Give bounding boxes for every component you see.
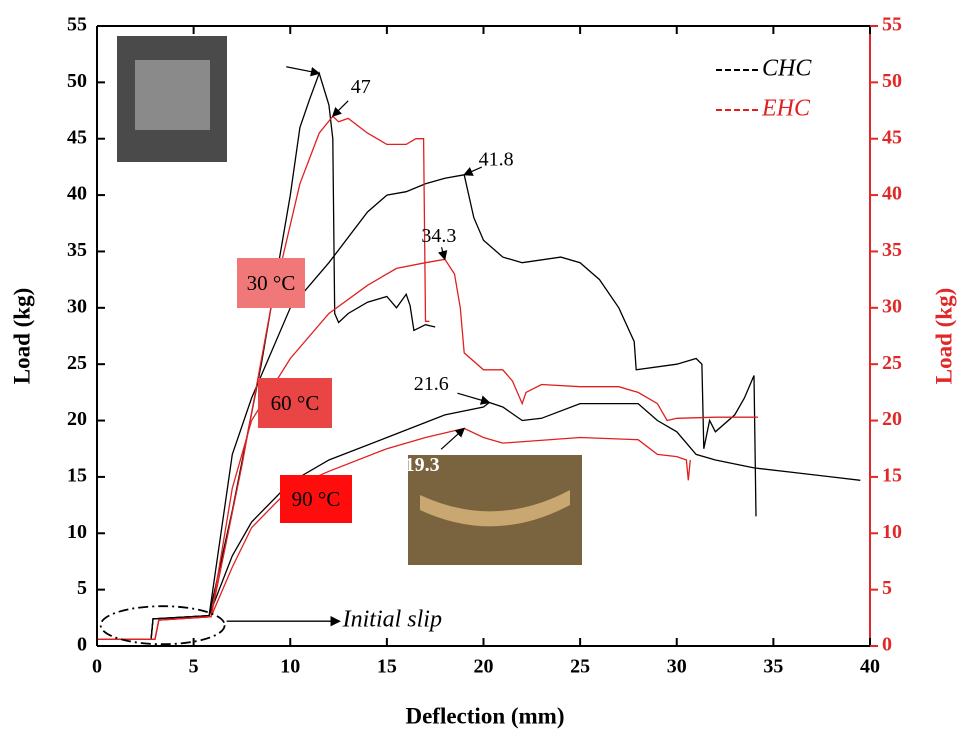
curve: [97, 258, 758, 640]
annotation-arrow: [457, 392, 491, 405]
y2-tick-label: 15: [882, 465, 902, 487]
annotation-arrow: [331, 100, 349, 118]
temperature-box: [258, 378, 332, 428]
x-tick-label: 0: [92, 656, 102, 678]
y-tick-label: 5: [77, 577, 87, 599]
y2-tick-label: 0: [882, 634, 892, 656]
y2-tick-label: 25: [882, 352, 902, 374]
slip-ellipse: [99, 605, 226, 646]
annotation: 34.3: [421, 225, 456, 247]
curve: [97, 427, 691, 640]
legend-label: EHC: [761, 96, 811, 122]
y2-tick-label: 30: [882, 295, 902, 317]
y-tick-label: 40: [67, 183, 87, 205]
y-axis-label: Load (kg): [9, 288, 34, 385]
annotation-arrow: [463, 166, 483, 176]
y2-tick-label: 20: [882, 408, 902, 430]
x-tick-label: 20: [474, 656, 494, 678]
annotation-arrow: [440, 427, 466, 450]
y-tick-label: 30: [67, 295, 87, 317]
curve: [97, 401, 861, 640]
photo-detail: [420, 490, 570, 527]
y2-axis-label: Load (kg): [931, 288, 956, 385]
y2-tick-label: 45: [882, 126, 902, 148]
y-tick-label: 0: [77, 634, 87, 656]
y2-tick-label: 35: [882, 239, 902, 261]
x-tick-label: 40: [860, 656, 880, 678]
y-tick-label: 55: [67, 14, 87, 36]
x-axis-label: Deflection (mm): [405, 703, 564, 728]
curve: [97, 174, 757, 640]
x-tick-label: 35: [763, 656, 783, 678]
curve: [97, 115, 430, 640]
y-tick-label: 25: [67, 352, 87, 374]
y2-tick-label: 5: [882, 577, 892, 599]
temperature-label: 30 °C: [247, 271, 296, 295]
y-tick-label: 10: [67, 521, 87, 543]
x-tick-label: 25: [570, 656, 590, 678]
photo-detail: [135, 60, 210, 130]
y2-tick-label: 10: [882, 521, 902, 543]
y2-tick-label: 55: [882, 14, 902, 36]
temperature-box: [280, 475, 352, 523]
y-tick-label: 50: [67, 70, 87, 92]
y-tick-label: 15: [67, 465, 87, 487]
x-tick-label: 30: [667, 656, 687, 678]
y-tick-label: 20: [67, 408, 87, 430]
temperature-box: [237, 258, 305, 308]
annotation: 50.8: [242, 49, 277, 71]
y-tick-label: 35: [67, 239, 87, 261]
y2-tick-label: 50: [882, 70, 902, 92]
annotation: 41.8: [479, 148, 514, 170]
annotation-arrow: [438, 247, 448, 261]
temperature-label: 60 °C: [271, 391, 320, 415]
curve: [97, 71, 436, 640]
y2-tick-label: 40: [882, 183, 902, 205]
annotation: Initial slip: [342, 607, 442, 633]
y-tick-label: 45: [67, 126, 87, 148]
legend-label: CHC: [762, 56, 812, 82]
annotation: 21.6: [414, 373, 449, 395]
annotation: 47: [351, 76, 371, 98]
annotation: 19.3: [405, 454, 440, 476]
x-tick-label: 5: [189, 656, 199, 678]
x-tick-label: 10: [280, 656, 300, 678]
x-tick-label: 15: [377, 656, 397, 678]
annotation-arrow: [286, 66, 321, 77]
temperature-label: 90 °C: [292, 487, 341, 511]
